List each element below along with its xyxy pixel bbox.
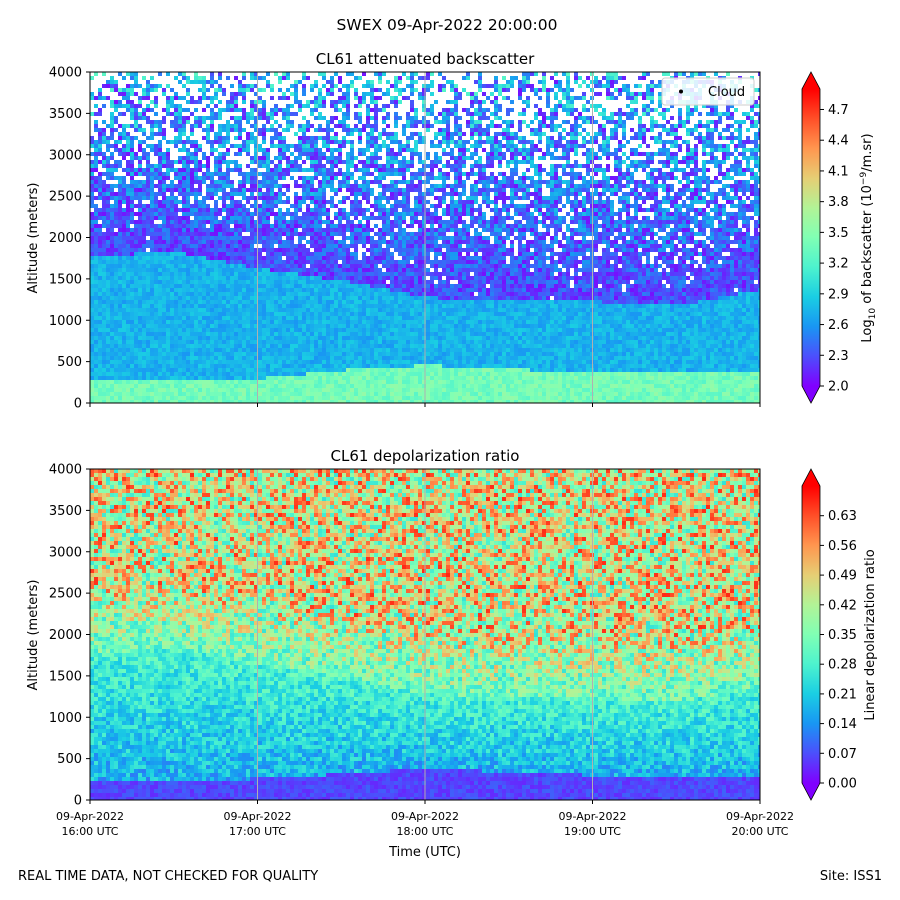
y-tick-label: 500 xyxy=(57,355,82,370)
colorbar-tick-label: 4.7 xyxy=(828,103,849,118)
colorbar-tick-label: 0.42 xyxy=(828,598,857,613)
colorbar-gradient xyxy=(802,486,820,783)
x-tick-date: 09-Apr-2022 xyxy=(56,810,124,823)
backscatter-colorbar: 2.0 2.3 2.6 2.9 3.2 3.5 3.8 4.1 4.4 4.7 Log10 of … xyxy=(801,71,878,404)
colorbar-tick-label: 0.56 xyxy=(828,539,857,554)
backscatter-panel: CL61 attenuated backscatter 0 500 1000 1500… xyxy=(26,50,878,412)
x-tick-time: 20:00 UTC xyxy=(731,825,788,838)
colorbar-tick-label: 2.6 xyxy=(828,318,849,333)
colorbar-tick-label: 2.3 xyxy=(828,349,849,364)
y-tick-label: 3500 xyxy=(49,107,82,122)
depolarization-heatmap xyxy=(90,469,760,800)
depolarization-colorbar: 0.00 0.07 0.14 0.21 0.28 0.35 0.42 0.49 0.56 0.63… xyxy=(801,468,878,801)
colorbar-extend-max xyxy=(802,469,820,486)
colorbar-tick-label: 3.2 xyxy=(828,257,849,272)
y-tick-label: 3500 xyxy=(49,504,82,519)
y-tick-label: 2000 xyxy=(49,628,82,643)
depolarization-y-ticks: 0 500 1000 1500 2000 2500 3000 3500 4000 xyxy=(49,463,90,809)
depolarization-panel: CL61 depolarization ratio 0 500 1000 1500 20… xyxy=(26,447,878,860)
colorbar-tick-label: 4.4 xyxy=(828,134,849,149)
x-tick-time: 19:00 UTC xyxy=(564,825,621,838)
x-axis-label: Time (UTC) xyxy=(388,845,461,860)
depolarization-gridlines xyxy=(257,469,593,800)
y-tick-label: 1500 xyxy=(49,272,82,287)
y-tick-label: 0 xyxy=(74,794,82,809)
x-tick-date: 09-Apr-2022 xyxy=(726,810,794,823)
legend-box xyxy=(661,77,755,106)
depolarization-x-ticks: 09-Apr-2022 16:00 UTC 09-Apr-2022 17:00 UTC… xyxy=(56,800,794,838)
y-tick-label: 1000 xyxy=(49,711,82,726)
backscatter-heatmap xyxy=(90,72,760,403)
backscatter-x-ticks xyxy=(89,403,761,407)
colorbar-tick-label: 0.28 xyxy=(828,658,857,673)
backscatter-colorbar-label: Log10 of backscatter (10−9/m.sr) xyxy=(859,133,878,342)
backscatter-gridlines xyxy=(257,72,593,403)
x-tick-time: 17:00 UTC xyxy=(229,825,286,838)
colorbar-tick-label: 0.14 xyxy=(828,717,857,732)
quality-disclaimer: REAL TIME DATA, NOT CHECKED FOR QUALITY xyxy=(18,869,318,884)
colorbar-tick-label: 0.07 xyxy=(828,747,857,762)
x-tick-date: 09-Apr-2022 xyxy=(558,810,626,823)
cloud-marker-icon xyxy=(679,89,683,94)
site-label: Site: ISS1 xyxy=(820,869,882,884)
depolarization-colorbar-label: Linear depolarization ratio xyxy=(863,549,878,720)
x-tick-time: 16:00 UTC xyxy=(61,825,118,838)
legend-cloud-label: Cloud xyxy=(708,85,745,100)
colorbar-extend-min xyxy=(802,386,820,403)
y-tick-label: 4000 xyxy=(49,463,82,478)
colorbar-tick-label: 0.21 xyxy=(828,687,857,702)
y-tick-label: 3000 xyxy=(49,545,82,560)
colorbar-tick-label: 0.00 xyxy=(828,777,857,792)
colorbar-tick-label: 0.63 xyxy=(828,509,857,524)
colorbar-tick-label: 3.5 xyxy=(828,226,849,241)
x-tick-date: 09-Apr-2022 xyxy=(391,810,459,823)
colorbar-gradient xyxy=(802,89,820,386)
colorbar-tick-label: 0.49 xyxy=(828,569,857,584)
y-tick-label: 2500 xyxy=(49,190,82,205)
colorbar-tick-label: 3.8 xyxy=(828,195,849,210)
backscatter-y-label: Altitude (meters) xyxy=(26,183,41,294)
backscatter-title: CL61 attenuated backscatter xyxy=(316,50,535,68)
colorbar-tick-label: 4.1 xyxy=(828,164,849,179)
y-tick-label: 2000 xyxy=(49,231,82,246)
y-tick-label: 1500 xyxy=(49,669,82,684)
y-tick-label: 4000 xyxy=(49,66,82,81)
x-tick-time: 18:00 UTC xyxy=(396,825,453,838)
colorbar-extend-min xyxy=(802,783,820,800)
colorbar-tick-label: 2.9 xyxy=(828,287,849,302)
depolarization-title: CL61 depolarization ratio xyxy=(331,447,520,465)
x-tick-date: 09-Apr-2022 xyxy=(223,810,291,823)
backscatter-y-ticks: 0 500 1000 1500 2000 2500 3000 3500 4000 xyxy=(49,66,90,412)
y-tick-label: 2500 xyxy=(49,587,82,602)
y-tick-label: 3000 xyxy=(49,148,82,163)
y-tick-label: 0 xyxy=(74,397,82,412)
y-tick-label: 500 xyxy=(57,752,82,767)
colorbar-tick-label: 0.35 xyxy=(828,628,857,643)
colorbar-tick-label: 2.0 xyxy=(828,380,849,395)
colorbar-extend-max xyxy=(802,72,820,89)
backscatter-legend: Cloud xyxy=(661,77,755,106)
y-tick-label: 1000 xyxy=(49,314,82,329)
figure-title: SWEX 09-Apr-2022 20:00:00 xyxy=(337,16,558,34)
depolarization-y-label: Altitude (meters) xyxy=(26,580,41,691)
